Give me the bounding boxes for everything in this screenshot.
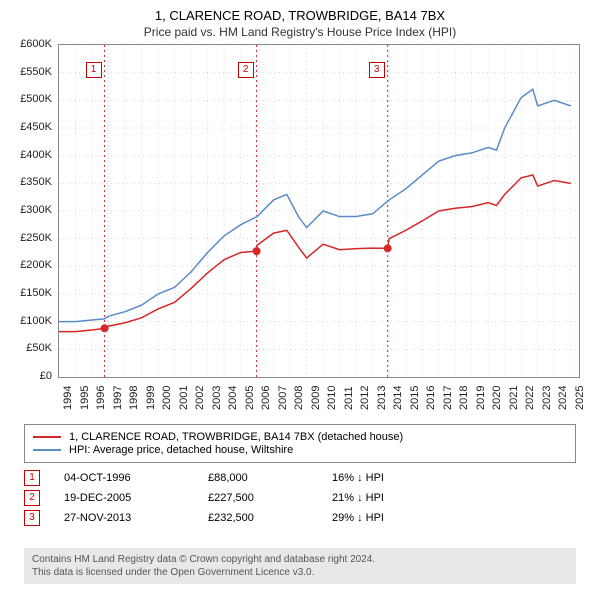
sale-marker-2: 2 xyxy=(238,62,254,78)
sale-row: 3 27-NOV-2013 £232,500 29% ↓ HPI xyxy=(24,510,576,526)
y-axis-tick-label: £600K xyxy=(8,38,52,50)
x-axis-tick-label: 2017 xyxy=(442,386,454,410)
legend: 1, CLARENCE ROAD, TROWBRIDGE, BA14 7BX (… xyxy=(24,424,576,463)
y-axis-tick-label: £250K xyxy=(8,232,52,244)
x-axis-tick-label: 2001 xyxy=(178,386,190,410)
y-axis-tick-label: £550K xyxy=(8,66,52,78)
legend-swatch xyxy=(33,436,61,438)
x-axis-tick-label: 2007 xyxy=(277,386,289,410)
x-axis-tick-label: 2002 xyxy=(194,386,206,410)
x-axis-tick-label: 1999 xyxy=(145,386,157,410)
chart-title: 1, CLARENCE ROAD, TROWBRIDGE, BA14 7BX xyxy=(0,0,600,23)
x-axis-tick-label: 1997 xyxy=(112,386,124,410)
x-axis-tick-label: 2020 xyxy=(491,386,503,410)
x-axis-tick-label: 1996 xyxy=(95,386,107,410)
x-axis-tick-label: 2003 xyxy=(211,386,223,410)
sale-marker-ref: 1 xyxy=(24,470,40,486)
y-axis-tick-label: £450K xyxy=(8,121,52,133)
attribution-line: Contains HM Land Registry data © Crown c… xyxy=(32,553,568,566)
sale-row: 2 19-DEC-2005 £227,500 21% ↓ HPI xyxy=(24,490,576,506)
x-axis-tick-label: 2021 xyxy=(508,386,520,410)
y-axis-tick-label: £200K xyxy=(8,259,52,271)
attribution-line: This data is licensed under the Open Gov… xyxy=(32,566,568,579)
x-axis-tick-label: 2005 xyxy=(244,386,256,410)
legend-swatch xyxy=(33,449,61,451)
x-axis-tick-label: 2016 xyxy=(425,386,437,410)
x-axis-tick-label: 2024 xyxy=(557,386,569,410)
x-axis-tick-label: 1994 xyxy=(62,386,74,410)
x-axis-tick-label: 1998 xyxy=(128,386,140,410)
y-axis-tick-label: £400K xyxy=(8,149,52,161)
legend-item: 1, CLARENCE ROAD, TROWBRIDGE, BA14 7BX (… xyxy=(33,431,567,443)
x-axis-tick-label: 2000 xyxy=(161,386,173,410)
y-axis-tick-label: £50K xyxy=(8,342,52,354)
sale-price: £232,500 xyxy=(208,512,308,524)
x-axis-tick-label: 2006 xyxy=(260,386,272,410)
x-axis-tick-label: 2010 xyxy=(326,386,338,410)
sale-hpi-delta: 21% ↓ HPI xyxy=(332,492,384,504)
y-axis-tick-label: £0 xyxy=(8,370,52,382)
x-axis-tick-label: 2014 xyxy=(392,386,404,410)
x-axis-tick-label: 1995 xyxy=(79,386,91,410)
sale-marker-1: 1 xyxy=(86,62,102,78)
x-axis-tick-label: 2012 xyxy=(359,386,371,410)
y-axis-tick-label: £350K xyxy=(8,176,52,188)
attribution: Contains HM Land Registry data © Crown c… xyxy=(24,548,576,584)
sale-date: 19-DEC-2005 xyxy=(64,492,184,504)
sale-hpi-delta: 29% ↓ HPI xyxy=(332,512,384,524)
x-axis-tick-label: 2018 xyxy=(458,386,470,410)
legend-item: HPI: Average price, detached house, Wilt… xyxy=(33,444,567,456)
sale-marker-3: 3 xyxy=(369,62,385,78)
chart: £0 £50K £100K £150K £200K £250K £300K £350K £400… xyxy=(8,44,592,416)
sale-marker-ref: 2 xyxy=(24,490,40,506)
sale-hpi-delta: 16% ↓ HPI xyxy=(332,472,384,484)
x-axis-tick-label: 2013 xyxy=(376,386,388,410)
x-axis-tick-label: 2022 xyxy=(524,386,536,410)
chart-subtitle: Price paid vs. HM Land Registry's House … xyxy=(0,25,600,39)
sale-date: 04-OCT-1996 xyxy=(64,472,184,484)
sale-row: 1 04-OCT-1996 £88,000 16% ↓ HPI xyxy=(24,470,576,486)
sale-date: 27-NOV-2013 xyxy=(64,512,184,524)
x-axis-tick-label: 2009 xyxy=(310,386,322,410)
plot-area xyxy=(58,44,580,378)
y-axis-tick-label: £100K xyxy=(8,315,52,327)
x-axis-tick-label: 2025 xyxy=(574,386,586,410)
x-axis-tick-label: 2011 xyxy=(343,386,355,410)
x-axis-tick-label: 2008 xyxy=(293,386,305,410)
x-axis-tick-label: 2015 xyxy=(409,386,421,410)
legend-label: HPI: Average price, detached house, Wilt… xyxy=(69,444,293,456)
sales-table: 1 04-OCT-1996 £88,000 16% ↓ HPI 2 19-DEC-2005… xyxy=(24,466,576,530)
sale-price: £88,000 xyxy=(208,472,308,484)
legend-label: 1, CLARENCE ROAD, TROWBRIDGE, BA14 7BX (… xyxy=(69,431,403,443)
sale-marker-ref: 3 xyxy=(24,510,40,526)
x-axis-tick-label: 2004 xyxy=(227,386,239,410)
y-axis-tick-label: £300K xyxy=(8,204,52,216)
sale-price: £227,500 xyxy=(208,492,308,504)
x-axis-tick-label: 2023 xyxy=(541,386,553,410)
y-axis-tick-label: £150K xyxy=(8,287,52,299)
y-axis-tick-label: £500K xyxy=(8,93,52,105)
x-axis-tick-label: 2019 xyxy=(475,386,487,410)
